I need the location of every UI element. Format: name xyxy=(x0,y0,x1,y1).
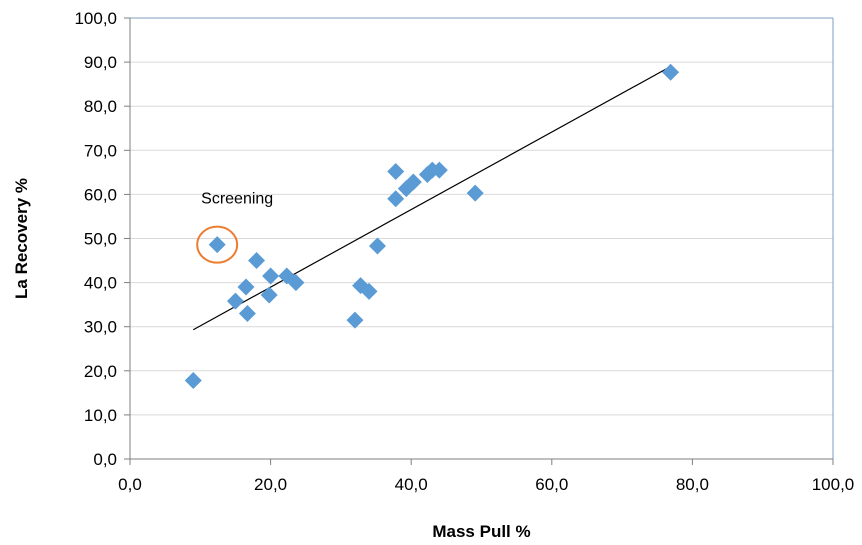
data-point xyxy=(287,274,305,292)
data-point xyxy=(226,292,244,310)
y-tick-label: 90,0 xyxy=(84,53,117,72)
highlight-circle xyxy=(196,225,239,264)
grid-lines xyxy=(130,17,833,416)
data-point xyxy=(387,162,405,180)
y-tick-label: 100,0 xyxy=(74,9,117,28)
y-tick-label: 0,0 xyxy=(93,450,117,469)
data-point xyxy=(387,190,405,208)
y-axis-title: La Recovery % xyxy=(12,178,31,299)
y-tick-label: 70,0 xyxy=(84,141,117,160)
data-point xyxy=(360,282,378,300)
y-tick-label: 80,0 xyxy=(84,97,117,116)
data-point xyxy=(260,286,278,304)
data-point xyxy=(346,311,364,329)
x-tick-label: 80,0 xyxy=(676,475,709,494)
y-tick-label: 10,0 xyxy=(84,406,117,425)
tick-labels: 0,0 10,0 20,0 30,0 40,0 50,0 60,0 70,0 80,0 90,0 1… xyxy=(74,9,854,494)
data-point xyxy=(430,161,448,179)
x-axis-title: Mass Pull % xyxy=(432,522,530,541)
y-tick-label: 60,0 xyxy=(84,185,117,204)
data-point xyxy=(208,236,226,254)
x-tick-label: 100,0 xyxy=(812,475,855,494)
data-point xyxy=(662,63,680,81)
x-tick-label: 40,0 xyxy=(395,475,428,494)
y-tick-label: 20,0 xyxy=(84,362,117,381)
trendline-group xyxy=(192,65,671,331)
data-point xyxy=(404,173,422,191)
trendline xyxy=(192,65,671,331)
data-point xyxy=(368,237,386,255)
data-point xyxy=(237,278,255,296)
axes xyxy=(124,17,834,465)
y-tick-label: 40,0 xyxy=(84,274,117,293)
y-tick-label: 30,0 xyxy=(84,318,117,337)
data-point xyxy=(184,372,202,390)
data-point xyxy=(262,267,280,285)
annotation-label: Screening xyxy=(201,191,273,208)
x-tick-label: 20,0 xyxy=(254,475,287,494)
data-point xyxy=(248,252,266,270)
data-point xyxy=(466,184,484,202)
data-points xyxy=(184,63,680,390)
x-tick-label: 60,0 xyxy=(535,475,568,494)
y-tick-label: 50,0 xyxy=(84,230,117,249)
annotation-group: Screening xyxy=(196,191,273,264)
data-point xyxy=(238,304,256,322)
x-tick-label: 0,0 xyxy=(118,475,142,494)
